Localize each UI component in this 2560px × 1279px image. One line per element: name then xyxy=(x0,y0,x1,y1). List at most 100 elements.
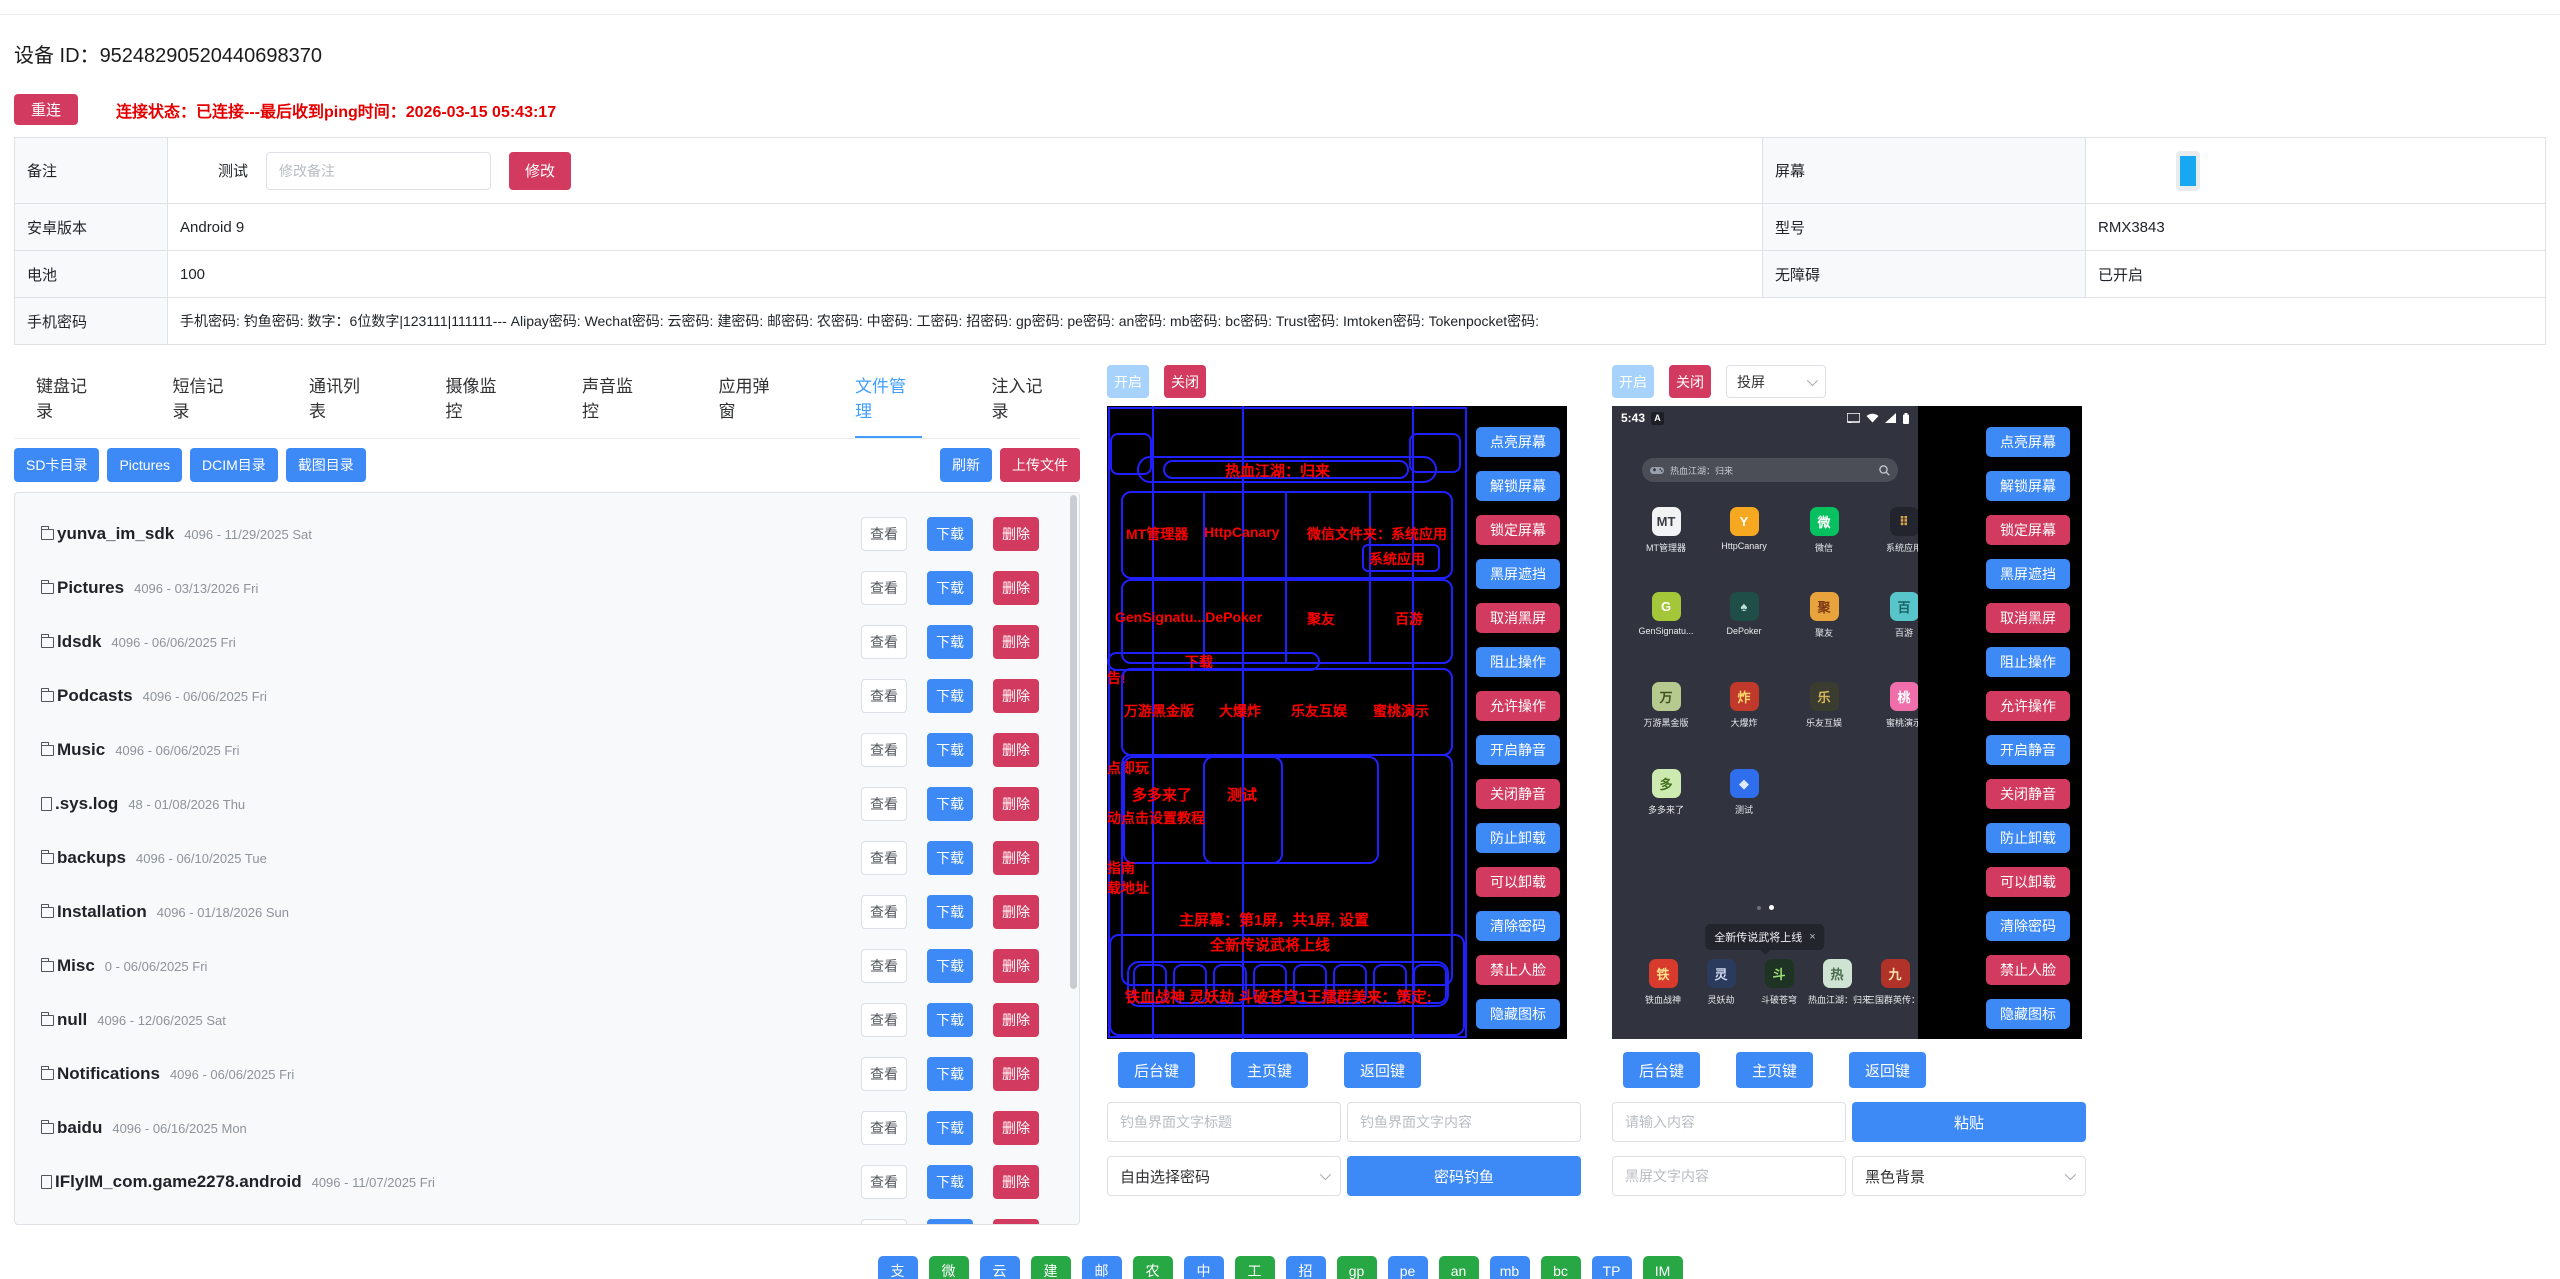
phone-control-button[interactable]: 黑屏遮挡 xyxy=(1476,559,1560,589)
delete-button[interactable]: 删除 xyxy=(993,1165,1039,1199)
app-shortcut[interactable]: 炸 大爆炸 xyxy=(1715,682,1773,729)
dock-app-shortcut[interactable]: 热 热血江湖：归来 xyxy=(1808,959,1871,1006)
phone-control-button[interactable]: 黑屏遮挡 xyxy=(1986,559,2070,589)
download-button[interactable]: 下载 xyxy=(927,949,973,983)
delete-button[interactable]: 删除 xyxy=(993,1111,1039,1145)
tab[interactable]: 文件管理 xyxy=(855,372,922,438)
bank-shortcut-button[interactable]: 邮 xyxy=(1081,1256,1122,1279)
delete-button[interactable]: 删除 xyxy=(993,517,1039,551)
tab[interactable]: 注入记录 xyxy=(991,377,1043,421)
app-shortcut[interactable]: MT MT管理器 xyxy=(1637,507,1695,554)
download-button[interactable]: 下载 xyxy=(927,733,973,767)
app-shortcut[interactable]: 万 万游黑金版 xyxy=(1637,682,1695,729)
download-button[interactable]: 下载 xyxy=(927,1057,973,1091)
download-button[interactable]: 下载 xyxy=(927,841,973,875)
dock-app-shortcut[interactable]: 九 三国群英传：策 xyxy=(1866,959,1918,1006)
background-key-button[interactable]: 后台键 xyxy=(1118,1052,1195,1088)
view-button[interactable]: 查看 xyxy=(861,1219,907,1224)
phish-content-input[interactable] xyxy=(1347,1102,1581,1142)
view-button[interactable]: 查看 xyxy=(861,787,907,821)
delete-button[interactable]: 删除 xyxy=(993,625,1039,659)
bank-shortcut-button[interactable]: TP xyxy=(1591,1256,1632,1279)
bank-shortcut-button[interactable]: mb xyxy=(1489,1256,1530,1279)
phone-control-button[interactable]: 可以卸载 xyxy=(1986,867,2070,897)
tab[interactable]: 摄像监控 xyxy=(445,377,497,421)
dock-app-shortcut[interactable]: 斗 斗破苍穹 xyxy=(1750,959,1808,1006)
download-button[interactable]: 下载 xyxy=(927,571,973,605)
view-button[interactable]: 查看 xyxy=(861,1111,907,1145)
phone-control-button[interactable]: 开启静音 xyxy=(1986,735,2070,765)
return-key-button[interactable]: 返回键 xyxy=(1344,1052,1421,1088)
phone-control-button[interactable]: 允许操作 xyxy=(1986,691,2070,721)
view-button[interactable]: 查看 xyxy=(861,895,907,929)
delete-button[interactable]: 删除 xyxy=(993,1003,1039,1037)
app-shortcut[interactable]: 聚 聚友 xyxy=(1795,592,1853,639)
bank-shortcut-button[interactable]: 微 xyxy=(928,1256,969,1279)
cast-disable-button[interactable]: 关闭 xyxy=(1669,365,1711,398)
app-shortcut[interactable]: 微 微信 xyxy=(1795,507,1853,554)
app-shortcut[interactable]: 桃 蜜桃演示 xyxy=(1875,682,1918,729)
delete-button[interactable]: 删除 xyxy=(993,1057,1039,1091)
live-screen[interactable]: 5:43 A 热血江湖：归来 xyxy=(1612,406,1918,1039)
phone-control-button[interactable]: 点亮屏幕 xyxy=(1986,427,2070,457)
wireframe-screen[interactable]: 热血江湖：归来 MT管理器 HttpCanary 微信文件夹：系统应用 系统应用… xyxy=(1107,406,1468,1039)
phone-control-button[interactable]: 允许操作 xyxy=(1476,691,1560,721)
app-shortcut[interactable]: 多 多多来了 xyxy=(1637,769,1695,816)
phone-control-button[interactable]: 取消黑屏 xyxy=(1476,603,1560,633)
delete-button[interactable]: 删除 xyxy=(993,895,1039,929)
wireframe-screen-box[interactable]: 热血江湖：归来 MT管理器 HttpCanary 微信文件夹：系统应用 系统应用… xyxy=(1107,406,1567,1039)
delete-button[interactable]: 删除 xyxy=(993,1219,1039,1224)
view-button[interactable]: 查看 xyxy=(861,733,907,767)
phone-control-button[interactable]: 解锁屏幕 xyxy=(1476,471,1560,501)
view-button[interactable]: 查看 xyxy=(861,571,907,605)
delete-button[interactable]: 删除 xyxy=(993,841,1039,875)
tab[interactable]: 通讯列表 xyxy=(309,377,360,421)
blackscreen-text-input[interactable] xyxy=(1612,1156,1846,1196)
phone-control-button[interactable]: 关闭静音 xyxy=(1986,779,2070,809)
download-button[interactable]: 下载 xyxy=(927,517,973,551)
tab[interactable]: 应用弹窗 xyxy=(718,377,770,421)
reconnect-button[interactable]: 重连 xyxy=(14,94,78,125)
app-shortcut[interactable]: ⠿ 系统应用 xyxy=(1875,507,1918,554)
phone-control-button[interactable]: 锁定屏幕 xyxy=(1476,515,1560,545)
view-button[interactable]: 查看 xyxy=(861,625,907,659)
download-button[interactable]: 下载 xyxy=(927,1165,973,1199)
delete-button[interactable]: 删除 xyxy=(993,571,1039,605)
bank-shortcut-button[interactable]: 工 xyxy=(1234,1256,1275,1279)
cast-enable-button[interactable]: 开启 xyxy=(1612,365,1654,398)
download-button[interactable]: 下载 xyxy=(927,1219,973,1224)
live-screen-box[interactable]: 5:43 A 热血江湖：归来 xyxy=(1612,406,2082,1039)
phone-control-button[interactable]: 隐藏图标 xyxy=(1986,999,2070,1029)
screenshot-dir-button[interactable]: 截图目录 xyxy=(285,448,366,482)
bank-shortcut-button[interactable]: 建 xyxy=(1030,1256,1071,1279)
phone-control-button[interactable]: 阻止操作 xyxy=(1476,647,1560,677)
phone-control-button[interactable]: 防止卸载 xyxy=(1986,823,2070,853)
pictures-dir-button[interactable]: Pictures xyxy=(107,448,183,482)
view-button[interactable]: 查看 xyxy=(861,949,907,983)
phish-title-input[interactable] xyxy=(1107,1102,1341,1142)
phone-control-button[interactable]: 开启静音 xyxy=(1476,735,1560,765)
dcim-dir-button[interactable]: DCIM目录 xyxy=(190,448,278,482)
view-button[interactable]: 查看 xyxy=(861,841,907,875)
paste-button[interactable]: 粘贴 xyxy=(1852,1102,2086,1142)
phone-control-button[interactable]: 禁止人脸 xyxy=(1476,955,1560,985)
return-key-button[interactable]: 返回键 xyxy=(1849,1052,1926,1088)
download-button[interactable]: 下载 xyxy=(927,1003,973,1037)
password-type-select[interactable]: 自由选择密码 xyxy=(1107,1156,1341,1196)
modify-remark-button[interactable]: 修改 xyxy=(509,151,572,190)
delete-button[interactable]: 删除 xyxy=(993,787,1039,821)
phone-control-button[interactable]: 锁定屏幕 xyxy=(1986,515,2070,545)
bank-shortcut-button[interactable]: pe xyxy=(1387,1256,1428,1279)
dock-app-shortcut[interactable]: 铁 铁血战神 xyxy=(1634,959,1692,1006)
app-shortcut[interactable]: 乐 乐友互娱 xyxy=(1795,682,1853,729)
app-shortcut[interactable]: ♠ DePoker xyxy=(1715,592,1773,636)
bank-shortcut-button[interactable]: 招 xyxy=(1285,1256,1326,1279)
home-key-button[interactable]: 主页键 xyxy=(1231,1052,1308,1088)
app-shortcut[interactable]: ◆ 测试 xyxy=(1715,769,1773,816)
view-button[interactable]: 查看 xyxy=(861,1003,907,1037)
home-key-button[interactable]: 主页键 xyxy=(1736,1052,1813,1088)
phone-control-button[interactable]: 清除密码 xyxy=(1986,911,2070,941)
phone-control-button[interactable]: 取消黑屏 xyxy=(1986,603,2070,633)
remark-input[interactable] xyxy=(266,151,492,190)
bank-shortcut-button[interactable]: 支 xyxy=(877,1256,918,1279)
